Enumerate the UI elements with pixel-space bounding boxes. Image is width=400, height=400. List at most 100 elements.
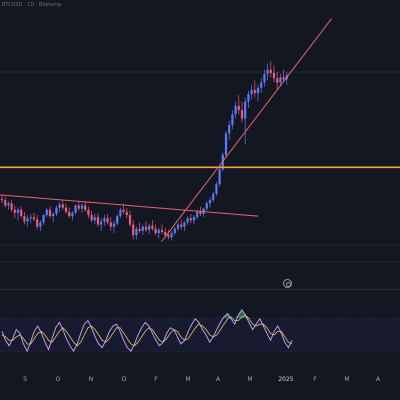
- candle: [32, 212, 36, 222]
- candle: [125, 207, 128, 219]
- candle: [109, 217, 112, 231]
- candle: [189, 213, 192, 224]
- candle: [87, 206, 90, 219]
- candle: [55, 205, 58, 217]
- time-tick-label: M: [247, 376, 253, 383]
- candle: [250, 84, 253, 100]
- candle: [64, 203, 68, 214]
- candle: [20, 206, 23, 219]
- candle: [96, 212, 100, 227]
- compass-icon[interactable]: [283, 279, 292, 288]
- candle: [106, 213, 109, 225]
- candle: [247, 91, 250, 108]
- drawing-layer[interactable]: [0, 18, 400, 242]
- candle: [170, 230, 173, 241]
- price-pane[interactable]: [0, 0, 400, 290]
- candle: [202, 207, 205, 218]
- candle: [253, 80, 256, 98]
- candle: [224, 131, 228, 157]
- candle: [100, 218, 103, 231]
- candle: [61, 200, 64, 210]
- candle: [279, 74, 282, 87]
- candle: [228, 120, 231, 140]
- candle: [119, 207, 122, 219]
- candle: [42, 213, 45, 225]
- time-tick-label: M: [185, 376, 191, 383]
- candle: [263, 69, 266, 87]
- candle: [183, 221, 186, 231]
- candle: [74, 204, 77, 216]
- candle: [176, 222, 180, 231]
- time-tick-label: 2025: [278, 376, 294, 383]
- candle: [256, 84, 260, 102]
- candle: [260, 78, 263, 94]
- candle: [240, 101, 244, 123]
- candle: [93, 213, 96, 225]
- resistance-trendline: [0, 194, 259, 217]
- support-trendline: [161, 18, 332, 242]
- candle: [212, 191, 215, 203]
- oscillator-pane[interactable]: [0, 290, 400, 370]
- candle: [276, 71, 279, 89]
- time-axis[interactable]: S O N D F M A M 2025 F M A: [0, 370, 400, 400]
- candle: [103, 215, 106, 226]
- candle: [132, 220, 135, 240]
- candle: [0, 194, 4, 204]
- candle: [90, 210, 93, 223]
- pane-divider[interactable]: [0, 289, 400, 290]
- candle: [218, 167, 221, 187]
- candle: [269, 61, 272, 78]
- candle: [4, 197, 7, 208]
- candle: [71, 210, 74, 221]
- candlestick-series: [0, 61, 288, 241]
- candle: [116, 213, 119, 226]
- osc-signal-line: [1, 314, 293, 347]
- candle: [39, 220, 42, 231]
- candle: [234, 101, 237, 119]
- candle: [128, 210, 132, 227]
- candle: [138, 222, 141, 234]
- candle: [173, 226, 176, 236]
- candle: [13, 205, 16, 219]
- candle: [29, 213, 32, 224]
- candle: [148, 223, 151, 235]
- candle: [164, 227, 167, 238]
- candle: [151, 220, 154, 231]
- candle: [80, 203, 84, 213]
- candle: [157, 227, 160, 239]
- candle: [7, 201, 10, 210]
- candle: [282, 69, 285, 83]
- candle: [244, 97, 247, 144]
- candle: [237, 95, 240, 115]
- candle: [10, 200, 13, 212]
- price-grid: [0, 71, 400, 263]
- candle: [16, 207, 20, 221]
- candle: [160, 224, 164, 235]
- candle: [144, 221, 148, 232]
- candle: [58, 202, 61, 212]
- time-tick-label: S: [23, 376, 27, 383]
- candle: [272, 65, 276, 83]
- candle: [154, 224, 157, 236]
- candle: [180, 220, 183, 230]
- candle: [192, 215, 196, 225]
- candle: [52, 211, 55, 223]
- time-tick-label: M: [344, 376, 350, 383]
- time-tick-label: O: [55, 376, 61, 383]
- candle: [208, 197, 212, 208]
- time-tick-label: D: [121, 376, 127, 383]
- candle: [45, 207, 48, 218]
- candle: [48, 206, 52, 219]
- candle: [231, 110, 234, 130]
- candle: [23, 211, 26, 225]
- candle: [68, 207, 71, 219]
- candle: [141, 224, 144, 236]
- osc-main-line: [1, 308, 293, 353]
- candle: [84, 201, 87, 212]
- candle: [77, 201, 80, 211]
- time-tick-label: A: [375, 376, 381, 383]
- candle: [36, 215, 39, 229]
- time-tick-label: A: [215, 376, 221, 383]
- candle: [112, 220, 116, 234]
